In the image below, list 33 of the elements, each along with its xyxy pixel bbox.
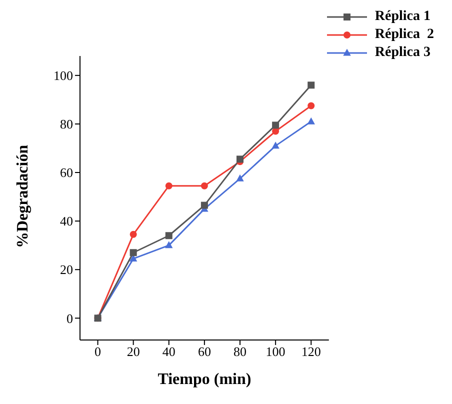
y-tick-label: 20 bbox=[60, 262, 73, 278]
x-tick-label: 100 bbox=[266, 344, 286, 360]
point bbox=[272, 142, 280, 149]
x-tick-label: 60 bbox=[198, 344, 211, 360]
y-axis-title: %Degradación bbox=[14, 144, 32, 248]
point bbox=[272, 122, 280, 129]
point bbox=[200, 182, 208, 190]
x-axis-title: Tiempo (min) bbox=[158, 371, 252, 388]
x-tick-label: 40 bbox=[162, 344, 176, 360]
x-tick-label: 120 bbox=[301, 344, 321, 360]
x-tick-label: 80 bbox=[234, 344, 246, 360]
point bbox=[165, 241, 173, 248]
legend-label: Réplica 1 bbox=[374, 9, 430, 25]
point bbox=[130, 230, 137, 238]
x-tick-label: 20 bbox=[126, 344, 140, 360]
y-tick-label: 80 bbox=[60, 116, 73, 132]
point bbox=[236, 156, 244, 163]
point bbox=[165, 182, 172, 190]
point bbox=[308, 102, 315, 110]
legend-label: Réplica 3 bbox=[374, 45, 430, 61]
point bbox=[200, 202, 208, 209]
point bbox=[308, 82, 315, 89]
point bbox=[272, 128, 280, 135]
point bbox=[307, 117, 315, 124]
y-tick-label: 100 bbox=[54, 68, 73, 84]
y-tick-label: 60 bbox=[60, 165, 73, 180]
y-tick-label: 0 bbox=[66, 310, 73, 326]
point bbox=[165, 232, 172, 240]
legend-label: Réplica 2 bbox=[374, 27, 434, 43]
y-tick-label: 40 bbox=[60, 214, 73, 229]
point bbox=[130, 249, 137, 256]
point bbox=[236, 174, 244, 182]
x-tick-label: 0 bbox=[94, 344, 102, 360]
